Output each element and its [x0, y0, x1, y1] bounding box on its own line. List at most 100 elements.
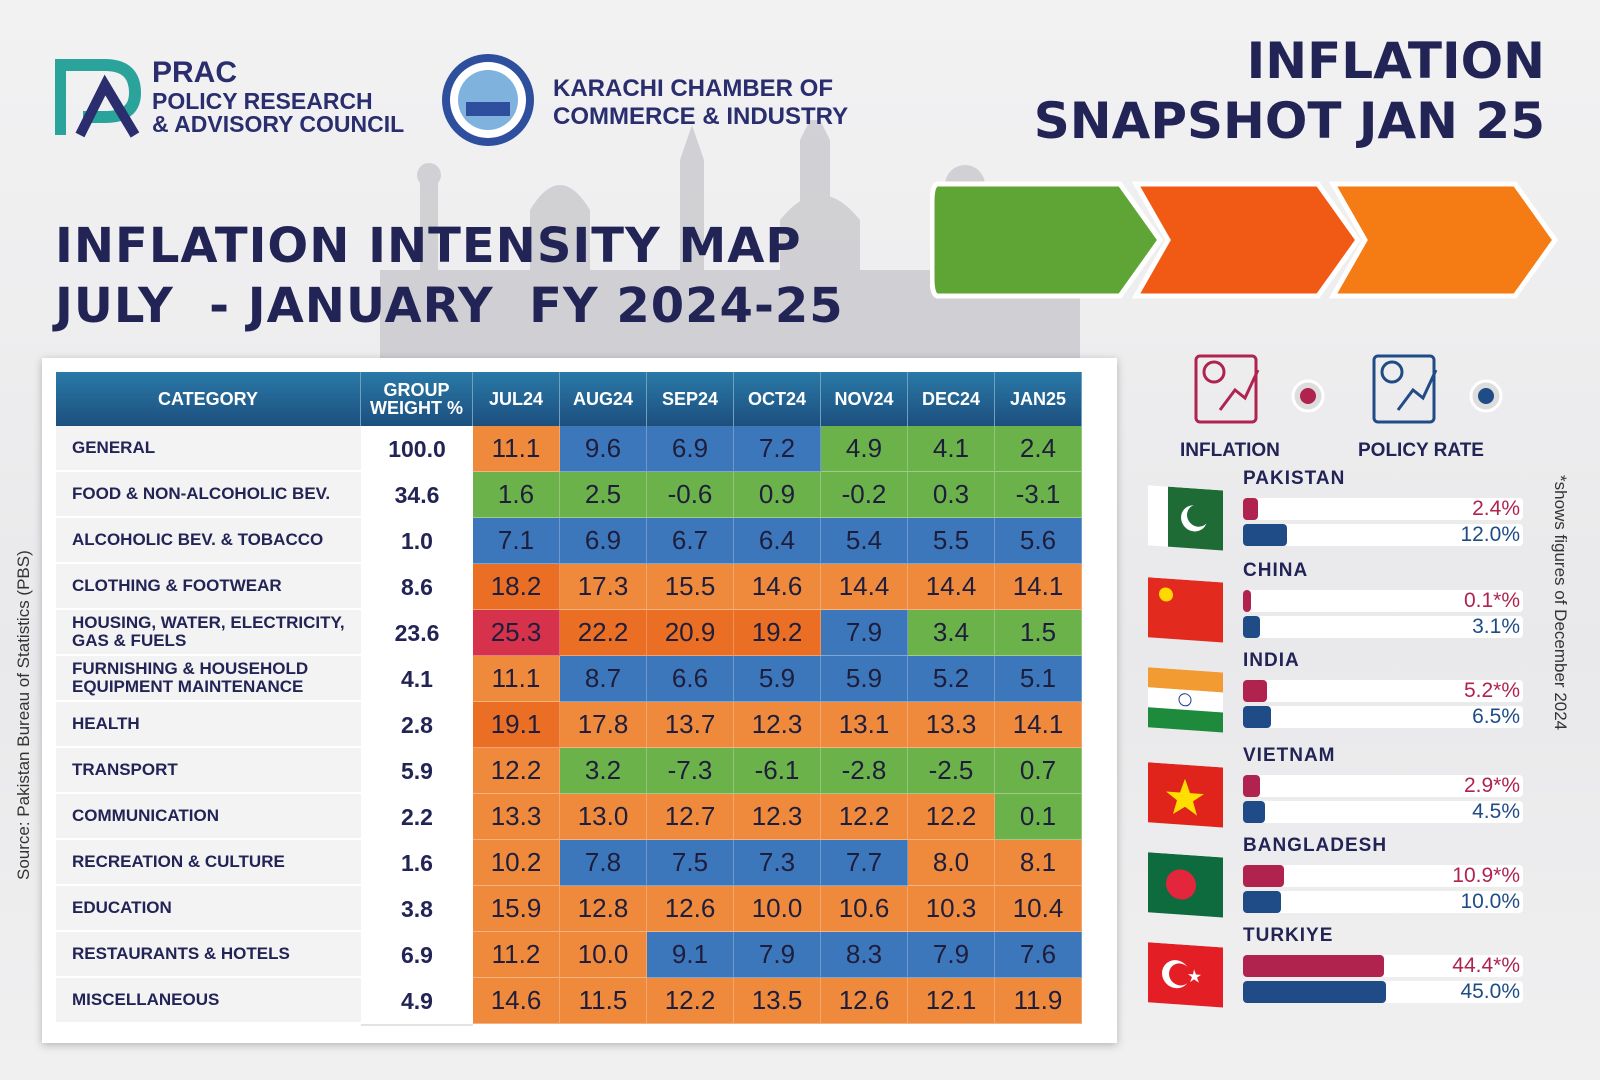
bar-label: 5.2*%: [1463, 679, 1520, 702]
value-cell: 9.1: [647, 932, 734, 978]
map-title: JULY - JANUARY FY 2024-25: [55, 278, 844, 334]
value-cell: 2.5: [560, 472, 647, 518]
column-header: AUG24: [560, 372, 647, 426]
country-bar: [1243, 955, 1385, 977]
value-cell: 9.6: [560, 426, 647, 472]
category: FURNISHING & HOUSEHOLD EQUIPMENT MAINTEN…: [56, 656, 361, 702]
value-cell: 7.5: [647, 840, 734, 886]
value-cell: 12.7: [647, 794, 734, 840]
bar-track: [1243, 590, 1523, 612]
value-cell: 5.6: [995, 518, 1082, 564]
category: EDUCATION: [56, 886, 361, 932]
value-cell: 5.9: [734, 656, 821, 702]
value-cell: 7.9: [908, 932, 995, 978]
value-cell: 12.2: [647, 978, 734, 1024]
group-weight: 100.0: [361, 426, 473, 474]
value-cell: 13.1: [821, 702, 908, 748]
value-cell: 12.3: [734, 702, 821, 748]
category: GENERAL: [56, 426, 361, 472]
value-cell: 5.5: [908, 518, 995, 564]
value-cell: 12.2: [821, 794, 908, 840]
group-weight: 1.0: [361, 518, 473, 566]
group-weight: 1.6: [361, 840, 473, 888]
category: HEALTH: [56, 702, 361, 748]
flag-part: [1188, 969, 1201, 983]
category: ALCOHOLIC BEV. & TOBACCO: [56, 518, 361, 564]
bar-track: [1243, 775, 1523, 797]
value-cell: 12.6: [647, 886, 734, 932]
flag: [1148, 577, 1223, 643]
category: RECREATION & CULTURE: [56, 840, 361, 886]
flag-part: [1166, 778, 1204, 816]
group-weight: 6.9: [361, 932, 473, 980]
group-weight: 23.6: [361, 610, 473, 658]
value-cell: -3.1: [995, 472, 1082, 518]
value-cell: 7.7: [821, 840, 908, 886]
snapshot-title: SNAPSHOT JAN 25: [1033, 92, 1545, 150]
group-weight: 3.8: [361, 886, 473, 934]
bar-label: 10.0%: [1460, 890, 1520, 913]
value-cell: 25.3: [473, 610, 560, 656]
value-cell: 6.4: [734, 518, 821, 564]
value-cell: 6.9: [560, 518, 647, 564]
flag-part: [1187, 504, 1209, 527]
bar-track: [1243, 865, 1523, 887]
category: TRANSPORT: [56, 748, 361, 794]
flag: [1148, 942, 1223, 1008]
value-cell: 12.2: [473, 748, 560, 794]
flag-part: [1166, 869, 1196, 900]
bar-label: 4.5%: [1472, 800, 1520, 823]
country-bar: [1243, 706, 1271, 728]
value-cell: 0.3: [908, 472, 995, 518]
value-cell: 6.9: [647, 426, 734, 472]
legend-label: INFLATION: [1180, 440, 1280, 461]
group-weight: 5.9: [361, 748, 473, 796]
value-cell: 5.2: [908, 656, 995, 702]
inflation-table: CATEGORY GROUP WEIGHT % JUL24 AUG24 SEP24 OCT…: [42, 358, 1117, 1043]
bar-track: [1243, 524, 1523, 546]
value-cell: 7.8: [560, 840, 647, 886]
value-cell: 7.3: [734, 840, 821, 886]
value-cell: 3.4: [908, 610, 995, 656]
value-cell: 14.4: [821, 564, 908, 610]
column-header: SEP24: [647, 372, 734, 426]
kcci-name: KARACHI CHAMBER OF: [553, 75, 833, 102]
column-header: JUL24: [473, 372, 560, 426]
value-cell: 12.2: [908, 794, 995, 840]
icon-arrow: [1218, 369, 1260, 411]
icon-arrow: [1396, 369, 1438, 411]
value-cell: 8.3: [821, 932, 908, 978]
country-bar: [1243, 680, 1267, 702]
flag-part: [1148, 485, 1168, 547]
value-cell: 13.7: [647, 702, 734, 748]
category: RESTAURANTS & HOTELS: [56, 932, 361, 978]
value-cell: 14.1: [995, 702, 1082, 748]
value-cell: 5.1: [995, 656, 1082, 702]
value-cell: 7.9: [734, 932, 821, 978]
group-weight: 2.8: [361, 702, 473, 750]
kpi-shape: [930, 181, 1164, 299]
value-cell: 12.6: [821, 978, 908, 1024]
value-cell: 12.3: [734, 794, 821, 840]
value-cell: 8.0: [908, 840, 995, 886]
country-bar: [1243, 616, 1261, 638]
value-cell: -6.1: [734, 748, 821, 794]
value-cell: -0.2: [821, 472, 908, 518]
prac-subtitle: POLICY RESEARCH: [152, 88, 373, 114]
country-bar: [1243, 891, 1281, 913]
value-cell: 10.3: [908, 886, 995, 932]
icon-frame: [1372, 354, 1436, 424]
value-cell: 10.4: [995, 886, 1082, 932]
value-cell: 5.9: [821, 656, 908, 702]
icon-coin: [1202, 360, 1226, 384]
legend-dot: [1478, 388, 1494, 404]
bar-label: 0.1*%: [1463, 589, 1520, 612]
value-cell: 11.9: [995, 978, 1082, 1024]
value-cell: 6.7: [647, 518, 734, 564]
column-header: JAN25: [995, 372, 1082, 426]
legend-dot: [1300, 388, 1316, 404]
flag: [1148, 762, 1223, 828]
bar-track: [1243, 616, 1523, 638]
icon-frame: [1194, 354, 1258, 424]
map-title: INFLATION INTENSITY MAP: [55, 218, 802, 274]
